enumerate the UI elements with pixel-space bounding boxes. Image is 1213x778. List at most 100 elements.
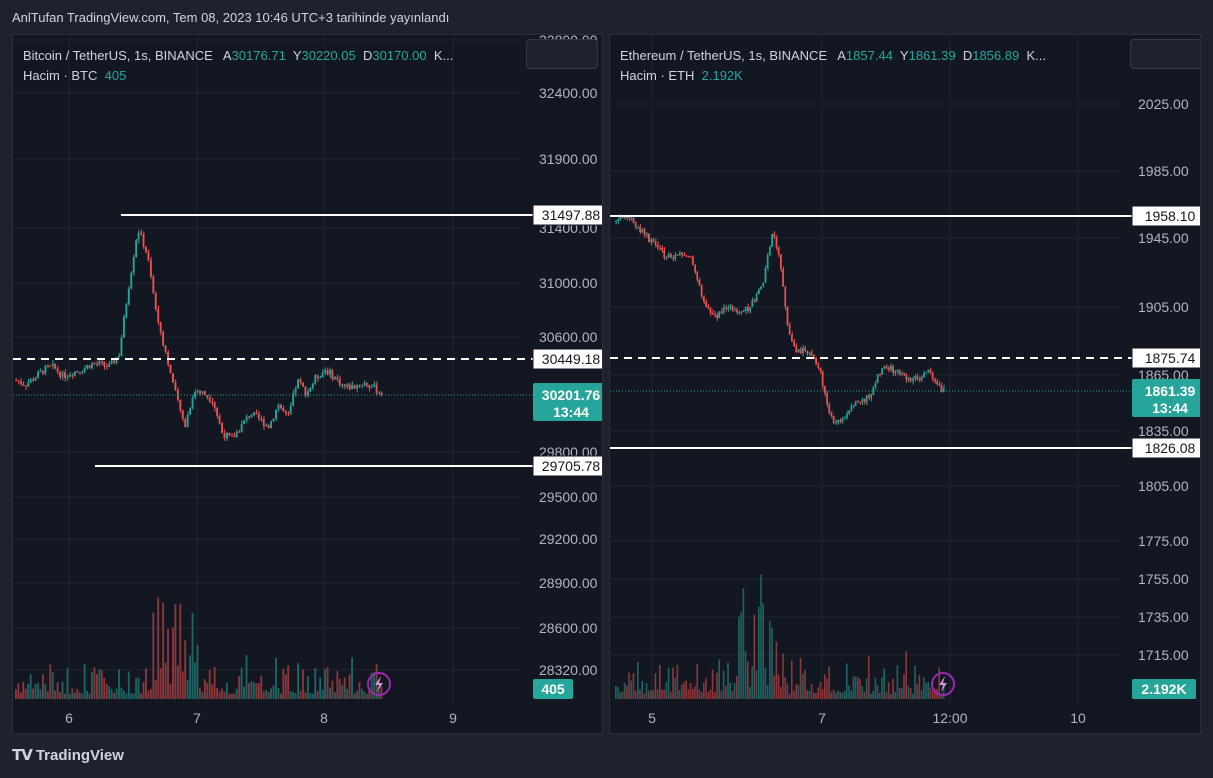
- volume-bar: [331, 680, 334, 699]
- volume-bar: [71, 688, 74, 699]
- btc-empty-widget[interactable]: [526, 39, 598, 69]
- candle-body: [326, 370, 329, 375]
- candle-body: [127, 288, 130, 305]
- volume-bar: [848, 685, 850, 699]
- volume-bar: [329, 687, 331, 699]
- eth-symbol-line: Ethereum / TetherUS, 1s, BINANCE A1857.4…: [620, 46, 1046, 66]
- candle-body: [659, 247, 661, 249]
- btc-symbol: Bitcoin / TetherUS, 1s, BINANCE: [23, 48, 213, 63]
- candle-body: [700, 285, 703, 297]
- candle-body: [898, 369, 901, 375]
- volume-bar: [863, 691, 866, 699]
- volume-bar: [46, 691, 49, 699]
- volume-bar: [118, 669, 120, 699]
- candle-body: [846, 413, 848, 418]
- candle-body: [678, 252, 681, 255]
- candle-body: [375, 384, 378, 394]
- volume-bar: [326, 667, 329, 699]
- candle-body: [265, 424, 268, 427]
- eth-volume-value: 2.192K: [701, 68, 743, 83]
- volume-bar: [149, 688, 152, 699]
- btc-volume-label: Hacim · BTC: [23, 68, 98, 83]
- candle-body: [738, 312, 740, 314]
- volume-bar: [890, 693, 892, 699]
- candle-body: [262, 419, 265, 427]
- candle-body: [736, 309, 738, 313]
- candle-body: [346, 384, 349, 387]
- volume-bar: [683, 682, 685, 699]
- eth-volume-line: Hacim · ETH 2.192K: [620, 66, 1046, 86]
- chart-panel-eth[interactable]: 2025.00 1985.00 1945.00 1905.00 1865.00 1835.…: [609, 34, 1201, 734]
- volume-bar: [122, 690, 125, 699]
- volume-bar: [164, 662, 167, 699]
- candle-body: [661, 247, 663, 251]
- candle-body: [314, 375, 317, 384]
- btc-chart-svg[interactable]: 32800.0032400.0031900.0031400.0031000.00…: [13, 35, 603, 734]
- volume-bar: [670, 691, 672, 699]
- volume-bar: [343, 677, 346, 699]
- volume-bar: [876, 685, 879, 699]
- eth-more: K...: [1026, 48, 1046, 63]
- candle-body: [621, 216, 624, 219]
- btc-d-label: D: [362, 48, 373, 63]
- volume-bar: [929, 687, 932, 699]
- countdown-label: 13:44: [553, 404, 589, 420]
- candle-body: [206, 395, 209, 398]
- volume-bar: [674, 677, 676, 699]
- volume-bar: [230, 693, 233, 699]
- candle-body: [216, 408, 219, 416]
- candle-body: [722, 307, 725, 314]
- candle-body: [299, 379, 302, 383]
- volume-bar: [681, 684, 683, 699]
- candle-body: [324, 370, 326, 373]
- price-tick-label: 28320.00: [539, 662, 598, 678]
- candle-body: [225, 432, 228, 439]
- candle-body: [211, 401, 214, 403]
- volume-bar: [284, 674, 287, 699]
- candle-body: [808, 352, 811, 354]
- volume-bar: [179, 603, 182, 699]
- volume-bar: [365, 693, 368, 699]
- volume-bar: [914, 665, 916, 699]
- candle-body: [113, 360, 115, 363]
- volume-bar: [826, 678, 828, 699]
- volume-bar: [777, 674, 780, 699]
- candle-body: [806, 351, 808, 354]
- candle-body: [729, 306, 731, 308]
- chart-panel-btc[interactable]: 32800.0032400.0031900.0031400.0031000.00…: [12, 34, 603, 734]
- candle-body: [179, 399, 182, 411]
- volume-bar: [775, 641, 778, 699]
- candle-body: [716, 314, 718, 319]
- published-header: AnlTufan TradingView.com, Tem 08, 2023 1…: [12, 10, 450, 25]
- candle-body: [788, 324, 791, 335]
- volume-bar: [700, 692, 703, 699]
- candle-body: [753, 300, 756, 302]
- volume-bar: [678, 690, 681, 699]
- candle-body: [235, 431, 238, 438]
- candle-body: [676, 254, 679, 256]
- volume-bar: [358, 682, 361, 699]
- candle-body: [747, 306, 749, 312]
- volume-bar: [806, 690, 808, 699]
- eth-empty-widget[interactable]: [1130, 39, 1200, 69]
- volume-bar: [799, 657, 802, 699]
- volume-bar: [925, 682, 927, 699]
- volume-badge: [1132, 679, 1196, 699]
- volume-bar: [243, 686, 246, 699]
- candle-body: [692, 257, 694, 266]
- eth-legend: Ethereum / TetherUS, 1s, BINANCE A1857.4…: [620, 46, 1046, 86]
- volume-bar: [248, 683, 250, 699]
- candle-body: [373, 384, 376, 387]
- tradingview-footer[interactable]: TV TradingView: [12, 746, 124, 764]
- volume-bar: [167, 628, 169, 699]
- volume-bar: [145, 668, 147, 699]
- eth-chart-svg[interactable]: 2025.001985.001945.001905.001865.001835.…: [610, 35, 1201, 734]
- volume-bar: [135, 677, 138, 699]
- candle-body: [905, 374, 907, 380]
- candle-body: [95, 364, 98, 366]
- lightning-icon: [931, 672, 955, 696]
- volume-bar: [137, 677, 140, 699]
- volume-bar: [692, 688, 694, 699]
- candle-body: [850, 406, 852, 411]
- candle-body: [775, 237, 778, 248]
